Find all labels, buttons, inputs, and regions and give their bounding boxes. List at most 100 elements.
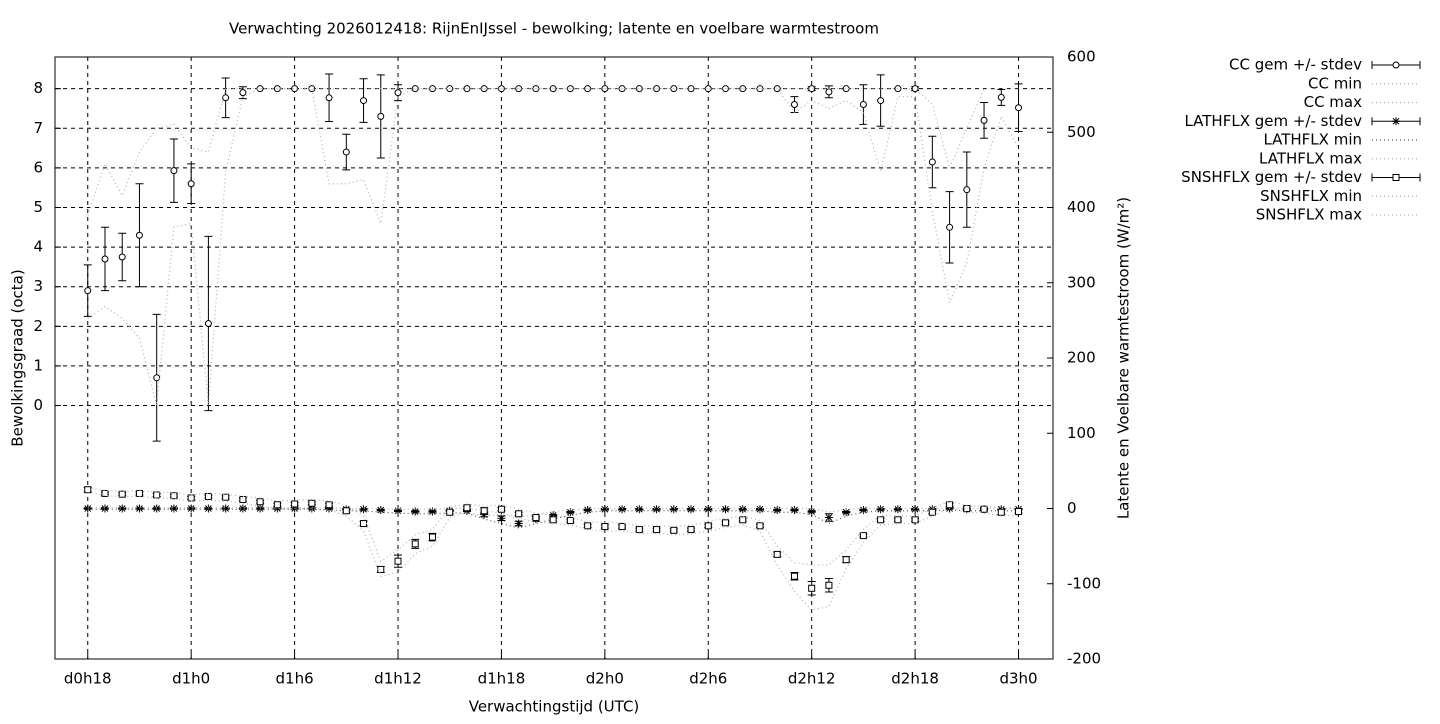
point — [877, 97, 885, 105]
point — [463, 504, 471, 512]
point — [653, 526, 661, 534]
point — [859, 506, 868, 515]
point — [325, 501, 333, 509]
point — [256, 504, 265, 513]
y-tick-label: 0 — [33, 396, 43, 414]
point — [376, 506, 385, 515]
y-tick-label: 8 — [33, 79, 43, 97]
point — [152, 504, 161, 513]
point — [842, 556, 850, 564]
point — [204, 504, 213, 513]
point — [825, 581, 833, 589]
y-tick-label: 1 — [33, 356, 43, 374]
point — [480, 510, 489, 519]
point — [687, 505, 696, 514]
y-tick-label: 6 — [33, 158, 43, 176]
point — [566, 517, 574, 525]
point — [360, 97, 368, 105]
point — [394, 89, 402, 97]
y-axis-label: Bewolkingsgraad (octa) — [9, 269, 27, 446]
point — [738, 505, 747, 514]
point — [428, 533, 436, 541]
y2-tick-label: 500 — [1067, 123, 1096, 141]
x-tick-label: d1h12 — [374, 670, 422, 688]
point — [549, 511, 558, 520]
point — [256, 498, 264, 506]
point — [842, 508, 851, 517]
point — [83, 504, 92, 513]
x-tick-label: d2h18 — [891, 670, 939, 688]
y2-tick-label: 200 — [1067, 349, 1096, 367]
point — [963, 505, 971, 512]
point — [670, 526, 678, 534]
point — [480, 85, 488, 93]
point — [497, 505, 505, 513]
point — [824, 513, 833, 522]
legend-label: SNSHFLX gem +/- stdev — [1181, 168, 1362, 186]
point — [773, 550, 781, 558]
y2-tick-label: -200 — [1067, 650, 1101, 668]
point — [84, 486, 92, 494]
point — [222, 94, 230, 102]
point — [790, 506, 799, 515]
point — [394, 557, 402, 565]
point — [722, 519, 730, 527]
point — [584, 522, 592, 530]
point — [359, 505, 368, 514]
y2-tick-label: 600 — [1067, 48, 1096, 66]
plot-border — [54, 56, 1054, 660]
point — [256, 85, 264, 93]
x-tick-label: d1h18 — [478, 670, 526, 688]
y2-axis-label: Latente en Voelbare warmtestroom (W/m²) — [1115, 197, 1133, 519]
y2-tick-label: 300 — [1067, 273, 1096, 291]
point — [859, 532, 867, 540]
point — [997, 508, 1005, 516]
point — [394, 506, 403, 515]
point — [635, 505, 644, 514]
y-tick-label: 4 — [33, 238, 43, 256]
point — [307, 504, 316, 513]
point — [946, 223, 954, 231]
legend-label: SNSHFLX min — [1260, 187, 1362, 205]
x-tick-label: d3h0 — [999, 670, 1037, 688]
point — [600, 505, 609, 514]
point — [928, 508, 936, 516]
x-axis-label: Verwachtingstijd (UTC) — [469, 698, 640, 716]
point — [635, 526, 643, 534]
point — [204, 492, 212, 500]
point — [169, 504, 178, 513]
point — [980, 505, 988, 513]
point — [911, 516, 919, 524]
point — [618, 505, 627, 514]
y2-tick-label: 100 — [1067, 424, 1096, 442]
point — [170, 167, 178, 175]
point — [342, 148, 350, 156]
point — [84, 287, 92, 295]
point — [342, 507, 350, 515]
point — [238, 504, 247, 513]
point — [187, 180, 195, 188]
y-tick-label: 5 — [33, 198, 43, 216]
point — [669, 505, 678, 514]
range-line — [87, 88, 1019, 216]
range-line — [87, 491, 1019, 611]
point — [739, 516, 747, 524]
point — [963, 186, 971, 194]
point — [170, 492, 178, 500]
point — [532, 85, 540, 93]
point — [687, 526, 695, 534]
point — [411, 540, 419, 548]
point — [325, 504, 334, 513]
point — [894, 85, 902, 93]
point — [497, 514, 506, 523]
legend-label: LATHFLX gem +/- stdev — [1184, 112, 1362, 130]
point — [618, 85, 626, 93]
point — [1015, 104, 1023, 112]
legend-marker — [1392, 174, 1400, 181]
point — [980, 116, 988, 124]
x-tick-label: d0h18 — [64, 670, 112, 688]
point — [946, 501, 954, 509]
x-tick-label: d2h6 — [689, 670, 727, 688]
point — [187, 504, 196, 513]
